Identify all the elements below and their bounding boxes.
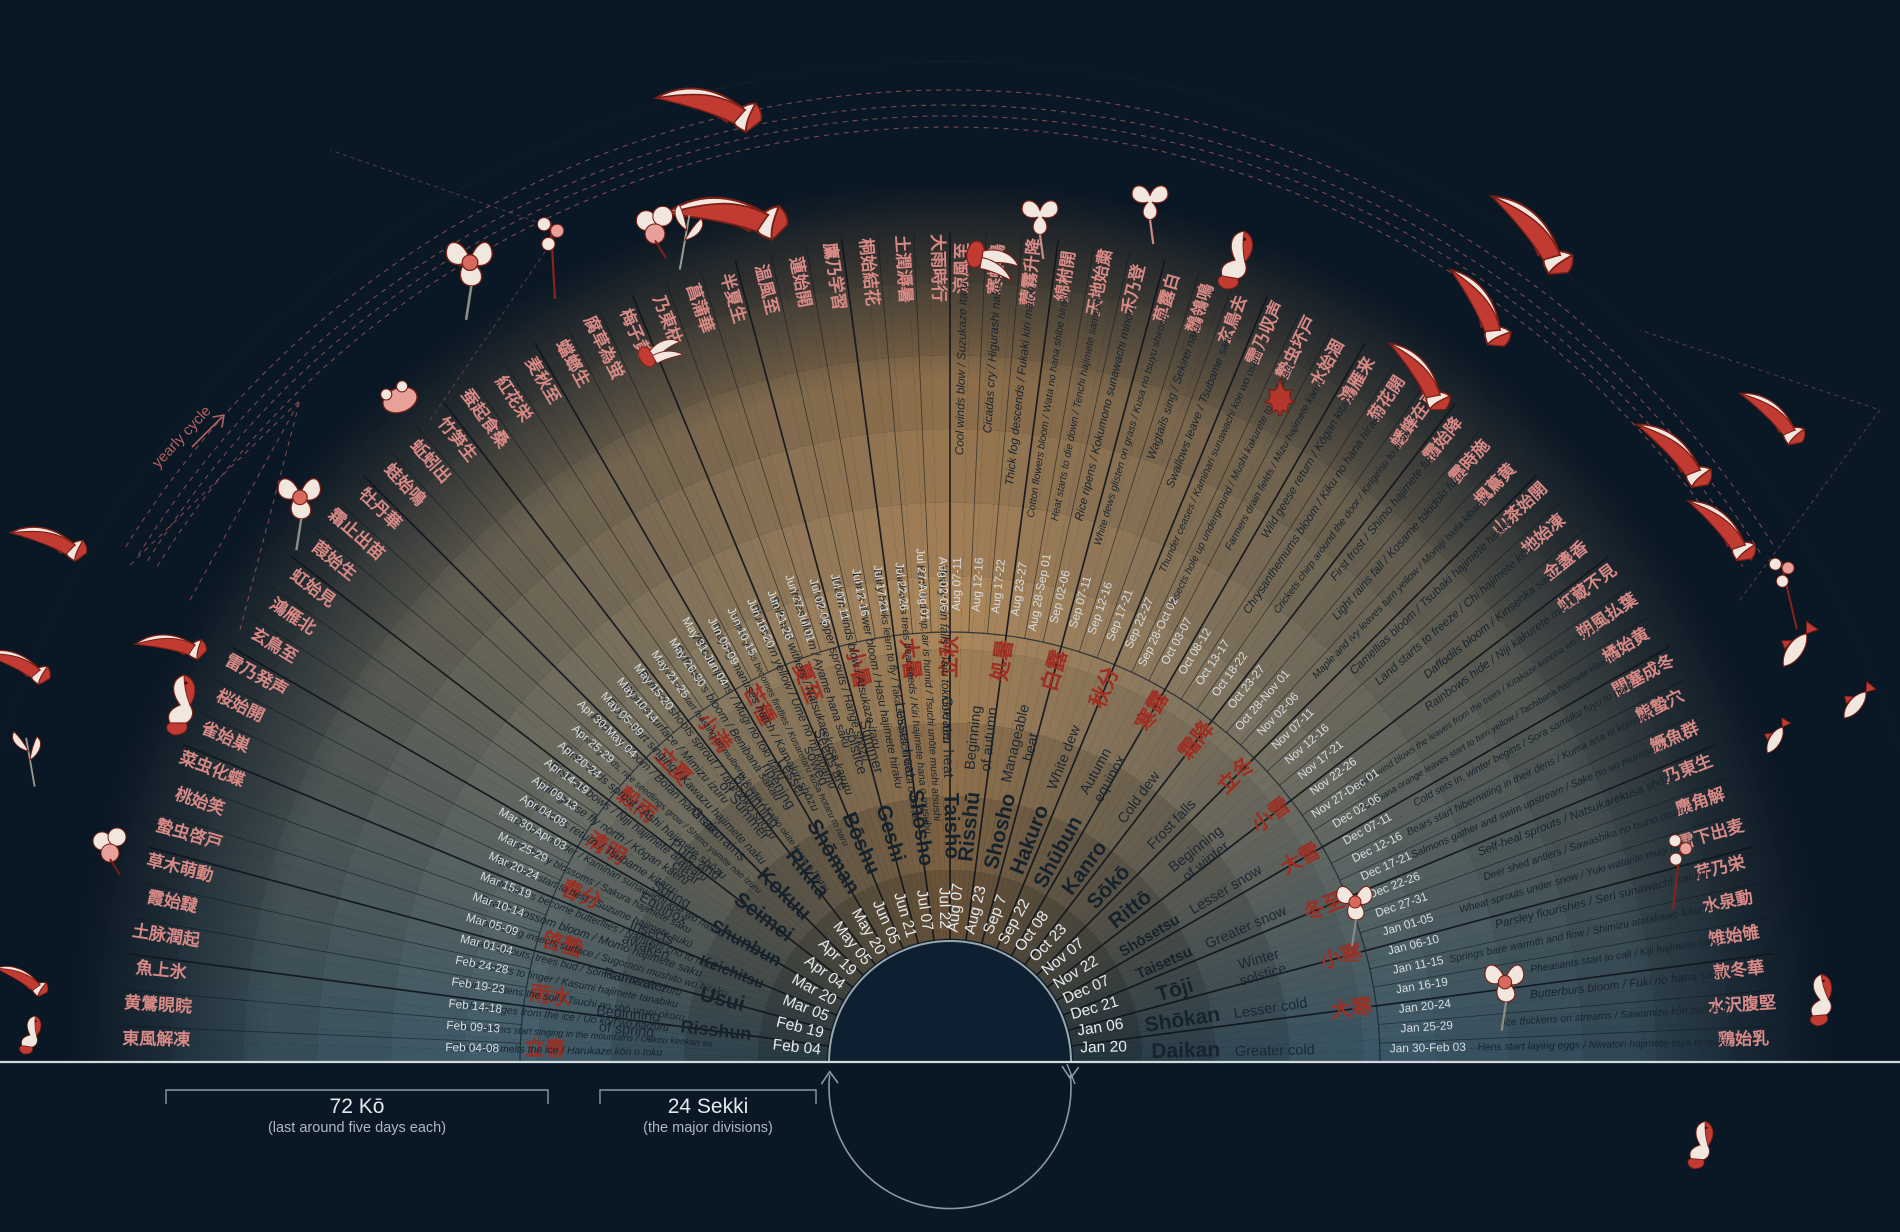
svg-text:(last around five days each): (last around five days each) — [268, 1120, 446, 1136]
svg-text:Jan 30-Feb 03: Jan 30-Feb 03 — [1390, 1040, 1467, 1056]
svg-text:Daikan: Daikan — [1151, 1038, 1220, 1062]
svg-text:Feb 04-08: Feb 04-08 — [445, 1040, 500, 1055]
svg-text:大寒: 大寒 — [1329, 994, 1373, 1023]
svg-text:東風解凍: 東風解凍 — [122, 1028, 191, 1050]
svg-text:24 Sekki: 24 Sekki — [668, 1095, 749, 1118]
svg-text:Jan 20: Jan 20 — [1080, 1038, 1127, 1056]
svg-text:Aug 07-11: Aug 07-11 — [949, 557, 964, 611]
svg-text:大雨時行: 大雨時行 — [928, 234, 949, 302]
svg-text:Greater cold: Greater cold — [1235, 1042, 1315, 1060]
svg-text:72 Kō: 72 Kō — [330, 1095, 385, 1118]
svg-text:(the major divisions): (the major divisions) — [643, 1120, 773, 1136]
